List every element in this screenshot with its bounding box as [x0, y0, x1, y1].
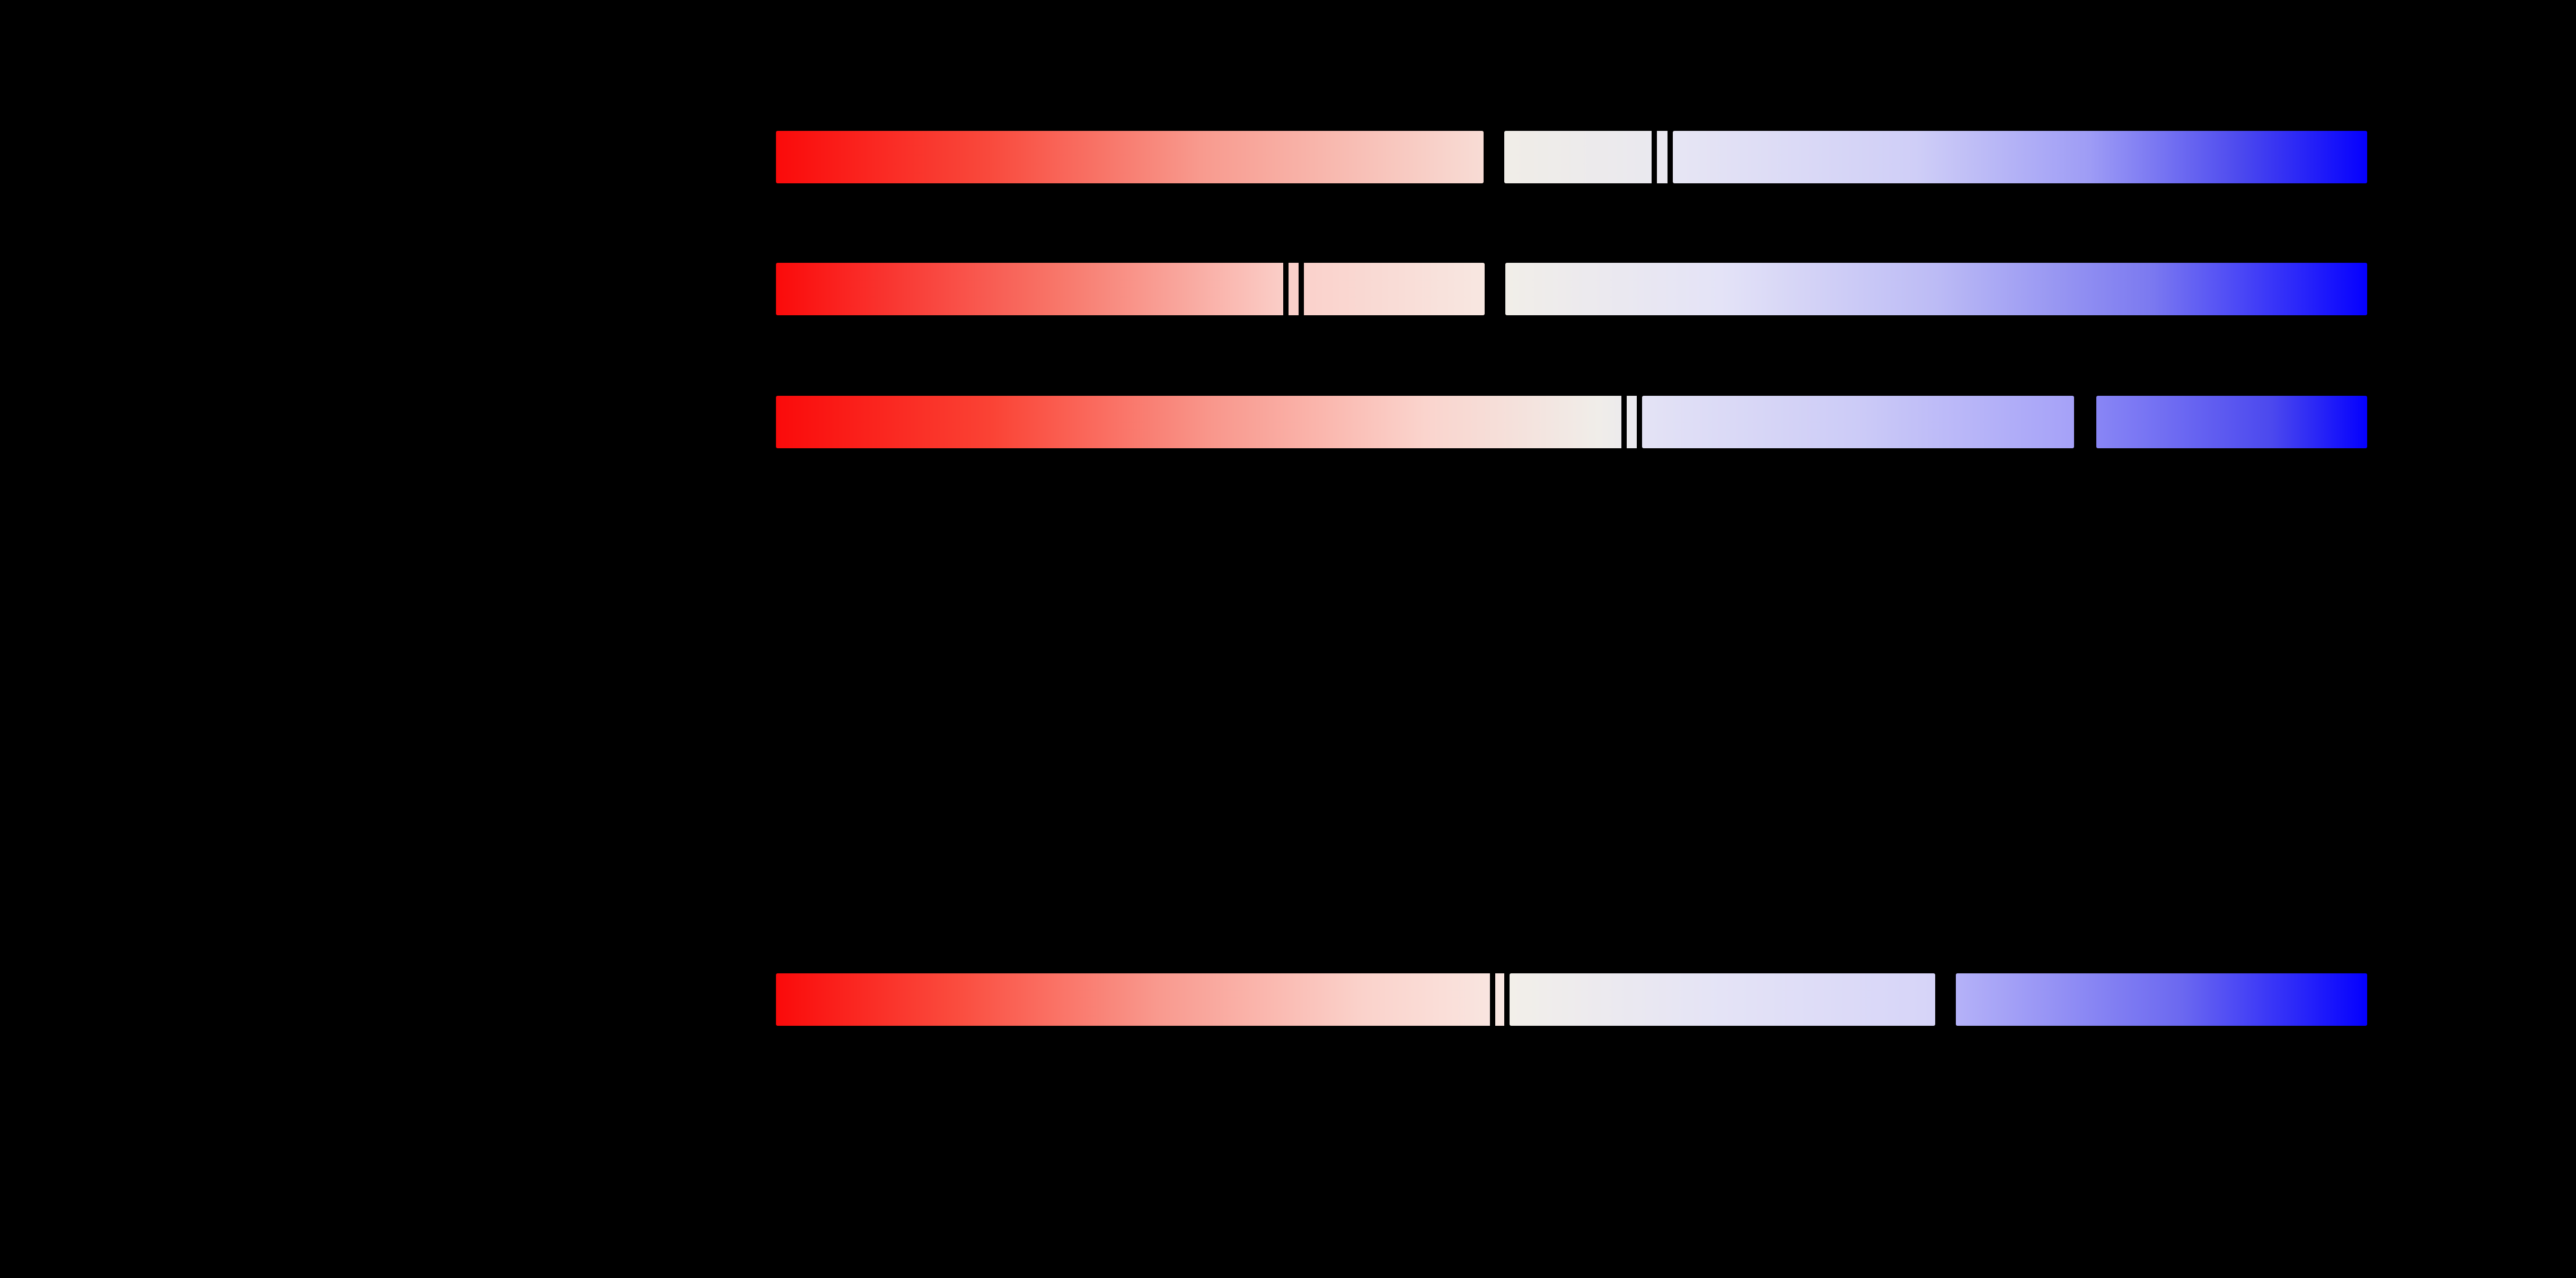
gradient-segment	[1505, 263, 2367, 315]
gradient-segment	[776, 263, 1485, 315]
break-tick-mark	[1652, 130, 1657, 184]
break-tick-mark	[1621, 395, 1627, 449]
break-tick-mark	[1490, 973, 1495, 1026]
gradient-segment	[1510, 973, 1935, 1026]
gradient-segment	[1956, 973, 2367, 1026]
break-tick-mark	[1504, 973, 1510, 1026]
gradient-bar-1	[776, 130, 2367, 184]
gradient-segment	[776, 973, 1510, 1026]
gradient-segment	[776, 396, 1642, 448]
break-tick-mark	[1668, 130, 1673, 184]
break-tick-mark	[1299, 262, 1304, 316]
gradient-segment	[1504, 131, 1673, 183]
gradient-segment	[2096, 396, 2367, 448]
gradient-bar-4	[776, 973, 2367, 1026]
gradient-bar-2	[776, 262, 2367, 316]
break-tick-mark	[1637, 395, 1642, 449]
break-tick-mark	[1283, 262, 1289, 316]
gradient-segment	[776, 131, 1484, 183]
gradient-segment	[1642, 396, 2074, 448]
gradient-bar-3	[776, 395, 2367, 449]
gradient-segment	[1673, 131, 2367, 183]
